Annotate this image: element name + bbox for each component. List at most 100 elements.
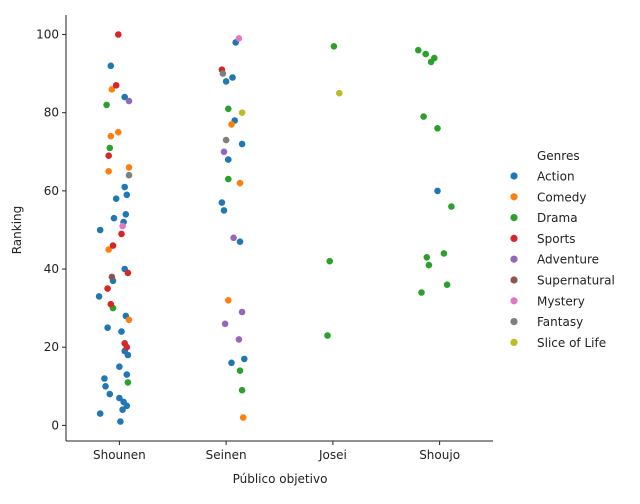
data-point <box>225 156 232 163</box>
legend-label: Action <box>537 170 575 184</box>
data-point <box>107 132 115 140</box>
legend-label: Adventure <box>537 253 599 267</box>
data-point <box>423 253 431 261</box>
data-point <box>105 168 112 175</box>
data-point <box>236 367 244 375</box>
data-point <box>123 371 131 378</box>
data-point <box>228 121 235 128</box>
data-point <box>121 183 128 191</box>
x-tick-label: Seinen <box>206 448 247 462</box>
data-point <box>106 144 114 152</box>
data-point <box>105 152 112 159</box>
legend-label: Drama <box>537 211 578 225</box>
y-tick-label: 40 <box>44 262 59 276</box>
data-point <box>238 386 246 394</box>
data-point <box>115 128 122 136</box>
data-point <box>95 293 103 300</box>
data-point <box>230 234 237 242</box>
legend-items: Action Comedy Drama Sports Adventure Supernat… <box>510 170 615 350</box>
data-point <box>105 246 112 253</box>
data-point <box>220 148 228 156</box>
legend-marker <box>510 255 518 263</box>
data-point <box>125 316 133 324</box>
y-tick-label: 80 <box>44 106 59 120</box>
data-points <box>95 31 455 425</box>
data-point <box>123 402 131 410</box>
legend-label: Supernatural <box>537 274 615 288</box>
data-point <box>222 136 230 144</box>
data-point <box>106 390 114 398</box>
data-point <box>239 414 247 421</box>
data-point <box>236 238 244 245</box>
data-point <box>427 58 435 66</box>
data-point <box>225 297 232 304</box>
data-point <box>220 207 228 214</box>
legend-title: Genres <box>537 149 580 163</box>
data-point <box>118 328 125 335</box>
data-point <box>102 383 109 390</box>
y-tick-label: 0 <box>51 418 59 432</box>
data-point <box>101 375 108 382</box>
data-point <box>124 351 132 359</box>
data-point <box>324 332 331 339</box>
axes: 0 20 40 60 80 100 Shounen Seinen Josei Shoujo <box>36 15 493 462</box>
data-point <box>221 320 229 328</box>
data-point <box>219 70 227 77</box>
data-point <box>422 50 430 58</box>
data-point <box>119 406 126 414</box>
data-point <box>415 46 422 54</box>
data-point <box>238 109 246 116</box>
data-point <box>108 273 116 281</box>
data-point <box>110 214 118 222</box>
data-point <box>104 324 111 332</box>
data-point <box>241 355 248 363</box>
x-tick-label: Josei <box>318 448 347 462</box>
legend-marker <box>510 214 518 222</box>
data-point <box>116 394 123 402</box>
data-point <box>104 285 111 292</box>
x-axis-label: Público objetivo <box>233 472 328 486</box>
data-point <box>336 89 343 97</box>
data-point <box>434 187 441 195</box>
y-tick-label: 60 <box>44 184 59 198</box>
legend-label: Comedy <box>537 190 587 204</box>
data-point <box>238 140 246 148</box>
data-point <box>448 203 455 210</box>
data-point <box>123 343 131 351</box>
data-point <box>125 164 133 171</box>
data-point <box>96 410 104 417</box>
legend-label: Sports <box>537 232 575 246</box>
data-point <box>103 101 110 109</box>
data-point <box>112 82 120 89</box>
legend-marker <box>510 172 518 180</box>
data-point <box>326 257 334 265</box>
data-point <box>123 191 131 199</box>
data-point <box>443 281 451 289</box>
data-point <box>112 195 120 202</box>
data-point <box>330 43 338 50</box>
data-point <box>116 363 123 371</box>
data-point <box>115 31 122 38</box>
data-point <box>109 242 117 249</box>
data-point <box>125 171 133 179</box>
data-point <box>124 379 132 386</box>
data-point <box>107 62 115 70</box>
data-point <box>238 308 246 316</box>
data-point <box>236 179 244 187</box>
data-point <box>117 418 124 425</box>
y-tick-label: 100 <box>36 28 59 42</box>
data-point <box>218 199 226 206</box>
legend-marker <box>510 297 518 305</box>
data-point <box>124 269 132 277</box>
legend-label: Fantasy <box>537 315 583 329</box>
data-point <box>418 289 425 296</box>
legend: Genres Action Comedy Drama Sports Adventure S… <box>510 149 615 350</box>
data-point <box>434 125 441 132</box>
data-point <box>222 78 230 85</box>
legend-marker <box>510 276 518 284</box>
data-point <box>425 261 433 269</box>
legend-marker <box>510 234 518 242</box>
